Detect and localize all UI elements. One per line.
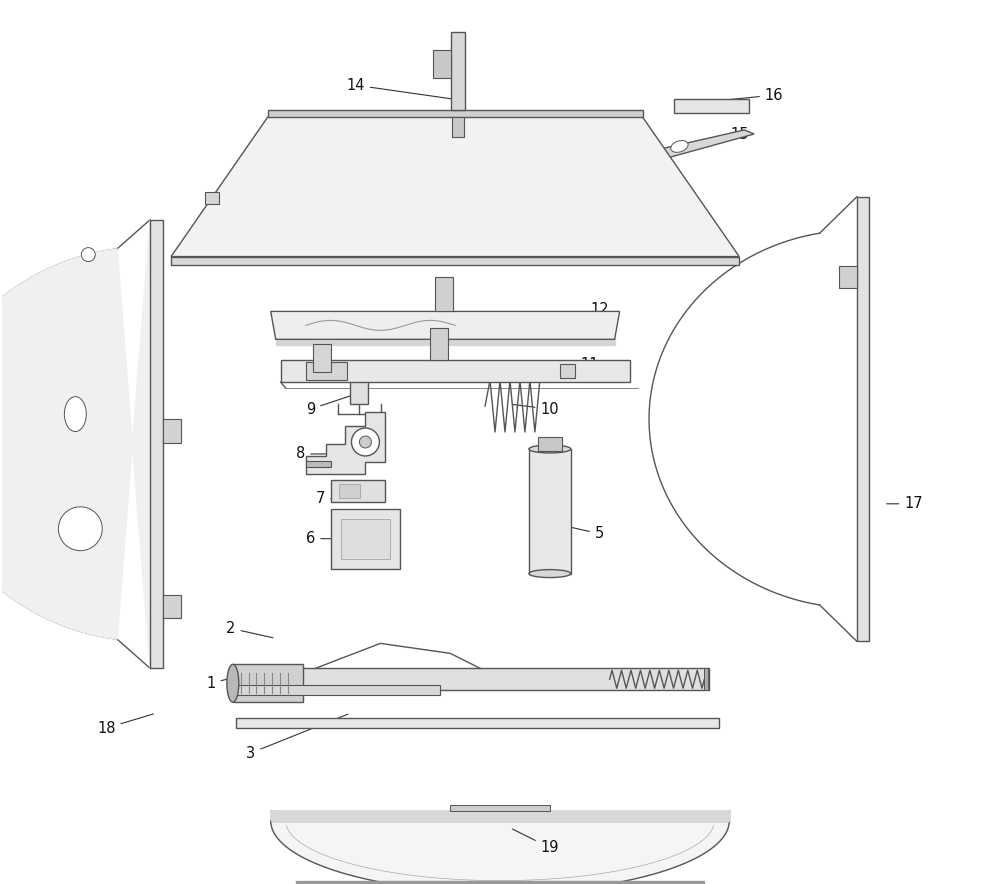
Bar — [451, 33, 465, 110]
Bar — [329, 366, 390, 379]
Bar — [430, 328, 448, 361]
Bar — [538, 437, 562, 451]
Text: 18: 18 — [97, 714, 153, 735]
Ellipse shape — [529, 569, 571, 577]
Polygon shape — [635, 130, 754, 163]
Bar — [450, 804, 550, 811]
Bar — [839, 266, 857, 288]
Bar — [433, 50, 451, 78]
Text: 13: 13 — [276, 225, 343, 248]
Bar — [306, 461, 331, 467]
Text: 1: 1 — [206, 669, 268, 690]
Polygon shape — [271, 311, 620, 339]
Bar — [529, 449, 571, 574]
Ellipse shape — [64, 397, 86, 431]
Bar — [331, 509, 400, 568]
Bar — [231, 668, 709, 690]
Circle shape — [351, 428, 379, 456]
Polygon shape — [306, 412, 385, 474]
Bar — [331, 480, 385, 502]
Bar — [339, 484, 360, 498]
Text: 14: 14 — [346, 78, 457, 100]
Text: 5: 5 — [558, 524, 604, 541]
Bar — [268, 110, 643, 117]
Text: 8: 8 — [296, 446, 353, 461]
Bar — [452, 117, 464, 137]
Text: 2: 2 — [226, 621, 273, 637]
Bar — [205, 192, 219, 204]
Polygon shape — [0, 220, 150, 668]
Text: 10: 10 — [513, 401, 559, 416]
Ellipse shape — [227, 664, 239, 702]
Circle shape — [359, 436, 371, 448]
Ellipse shape — [671, 141, 688, 152]
Bar — [341, 519, 390, 559]
Text: 12: 12 — [573, 302, 609, 317]
Bar — [233, 685, 440, 695]
Bar — [163, 595, 181, 619]
Polygon shape — [271, 821, 729, 884]
Bar — [236, 718, 719, 728]
Circle shape — [81, 248, 95, 262]
Bar — [704, 668, 708, 690]
Text: 3: 3 — [246, 714, 348, 760]
Text: 16: 16 — [727, 88, 783, 103]
Bar — [233, 664, 303, 702]
Bar — [435, 277, 453, 311]
Bar — [350, 366, 368, 404]
Bar — [306, 362, 347, 380]
Bar — [163, 419, 181, 443]
Ellipse shape — [529, 445, 571, 453]
Text: 9: 9 — [306, 395, 353, 416]
Text: 6: 6 — [306, 531, 353, 546]
Bar — [150, 220, 163, 668]
Bar — [171, 256, 739, 264]
Bar — [674, 99, 749, 113]
Text: 19: 19 — [512, 829, 559, 855]
Bar — [857, 197, 869, 642]
Text: 17: 17 — [887, 496, 923, 511]
Bar — [313, 344, 331, 372]
Circle shape — [58, 507, 102, 551]
Text: 4: 4 — [582, 669, 634, 690]
Text: 11: 11 — [553, 357, 599, 372]
Text: 7: 7 — [316, 492, 353, 507]
Bar — [281, 361, 630, 382]
Polygon shape — [171, 117, 739, 256]
Bar — [560, 364, 575, 378]
Text: 15: 15 — [712, 127, 748, 142]
